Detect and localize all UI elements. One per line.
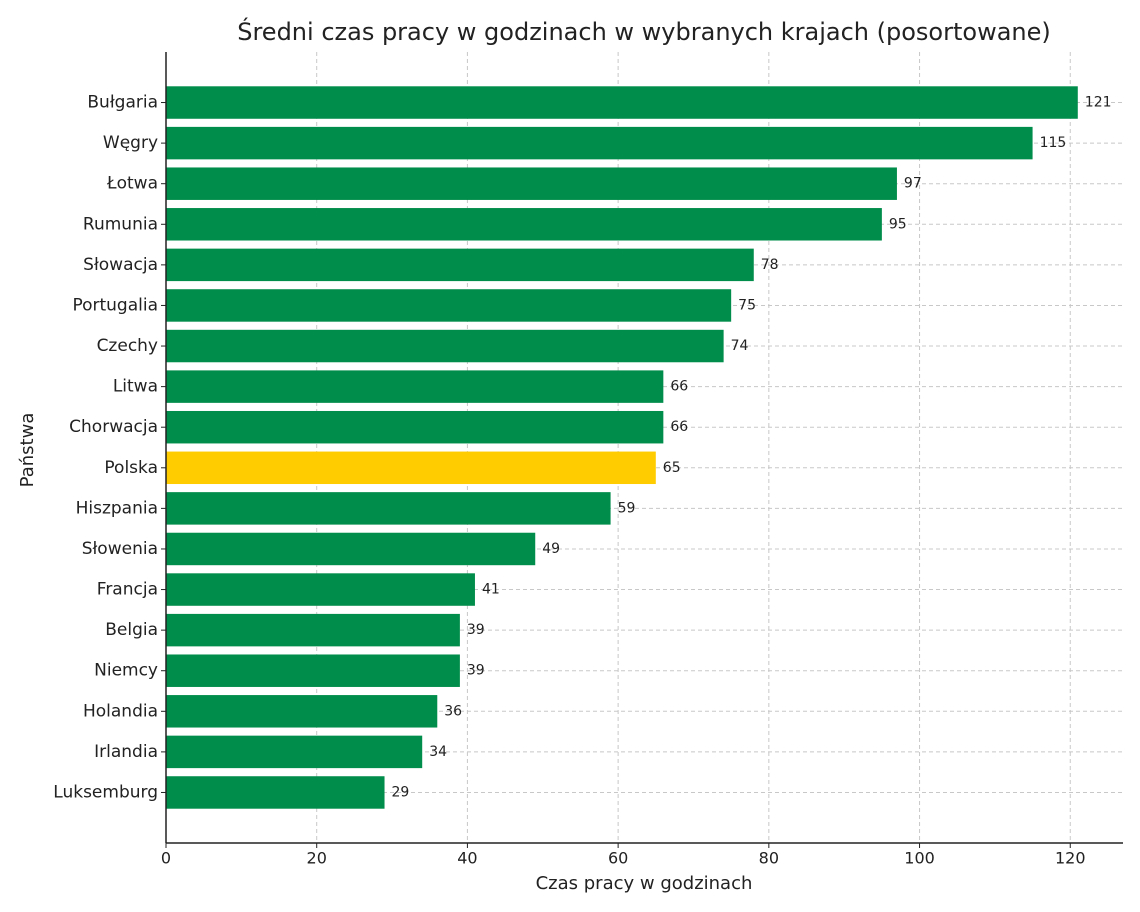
y-tick-label: Irlandia (94, 742, 158, 762)
value-label: 29 (392, 784, 410, 800)
x-tick-label: 100 (904, 849, 935, 868)
value-label: 74 (731, 338, 749, 354)
value-label: 78 (761, 257, 779, 273)
x-tick-label: 0 (161, 849, 171, 868)
bar (166, 735, 423, 769)
value-label: 34 (429, 744, 447, 760)
x-tick-label: 120 (1055, 849, 1086, 868)
y-tick-label: Słowacja (83, 255, 158, 275)
y-tick-label: Bułgaria (87, 93, 158, 113)
bar (166, 573, 475, 606)
x-tick-label: 20 (307, 849, 327, 868)
x-tick-label: 40 (457, 849, 477, 868)
value-label: 39 (467, 663, 485, 679)
bar (166, 329, 724, 363)
bar (166, 492, 611, 525)
x-tick-label: 60 (608, 849, 628, 868)
value-label: 66 (670, 419, 688, 435)
bar (166, 126, 1033, 160)
value-label: 95 (889, 216, 907, 232)
y-tick-label: Chorwacja (69, 417, 158, 437)
value-label: 66 (670, 379, 688, 395)
y-tick-label: Polska (104, 458, 158, 478)
y-tick-label: Hiszpania (76, 498, 158, 518)
x-axis-label: Czas pracy w godzinach (536, 873, 753, 894)
bar (166, 208, 882, 241)
value-label: 49 (542, 541, 560, 557)
y-tick-label: Portugalia (72, 295, 158, 315)
y-tick-label: Belgia (105, 620, 158, 640)
bar (166, 410, 664, 444)
bar (166, 167, 897, 200)
y-tick-label: Luksemburg (53, 782, 158, 802)
y-tick-label: Rumunia (83, 214, 158, 234)
value-label: 65 (663, 460, 681, 476)
y-tick-label: Francja (97, 580, 158, 600)
value-label: 97 (904, 176, 922, 192)
bar (166, 86, 1078, 119)
y-axis-label: Państwa (17, 413, 38, 488)
value-label: 36 (444, 703, 462, 719)
y-tick-label: Czechy (97, 336, 158, 356)
bar (166, 532, 536, 566)
y-tick-label: Słowenia (82, 539, 158, 559)
value-label: 75 (738, 297, 756, 313)
bar (166, 613, 460, 647)
bar (166, 451, 656, 485)
bar (166, 289, 732, 322)
y-tick-label: Łotwa (106, 174, 158, 194)
value-label: 39 (467, 622, 485, 638)
y-tick-label: Niemcy (94, 661, 158, 681)
bar (166, 695, 438, 728)
bar (166, 654, 460, 687)
value-label: 121 (1085, 95, 1112, 111)
bar (166, 776, 385, 809)
y-tick-label: Węgry (103, 133, 158, 153)
value-label: 41 (482, 582, 500, 598)
x-tick-label: 80 (759, 849, 779, 868)
value-label: 59 (618, 500, 636, 516)
chart-title: Średni czas pracy w godzinach w wybranyc… (237, 16, 1051, 46)
bar (166, 370, 664, 403)
y-tick-label: Holandia (83, 701, 158, 721)
bar (166, 248, 754, 282)
y-tick-label: Litwa (113, 377, 158, 397)
value-label: 115 (1040, 135, 1067, 151)
